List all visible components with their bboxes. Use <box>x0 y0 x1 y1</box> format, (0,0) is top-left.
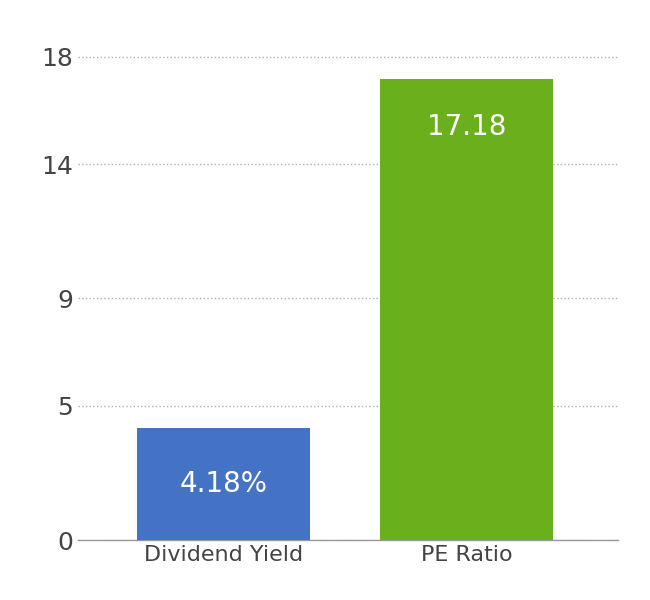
Text: 17.18: 17.18 <box>427 113 506 141</box>
Bar <box>137 428 310 540</box>
Text: 4.18%: 4.18% <box>179 470 268 498</box>
Bar <box>380 79 552 540</box>
